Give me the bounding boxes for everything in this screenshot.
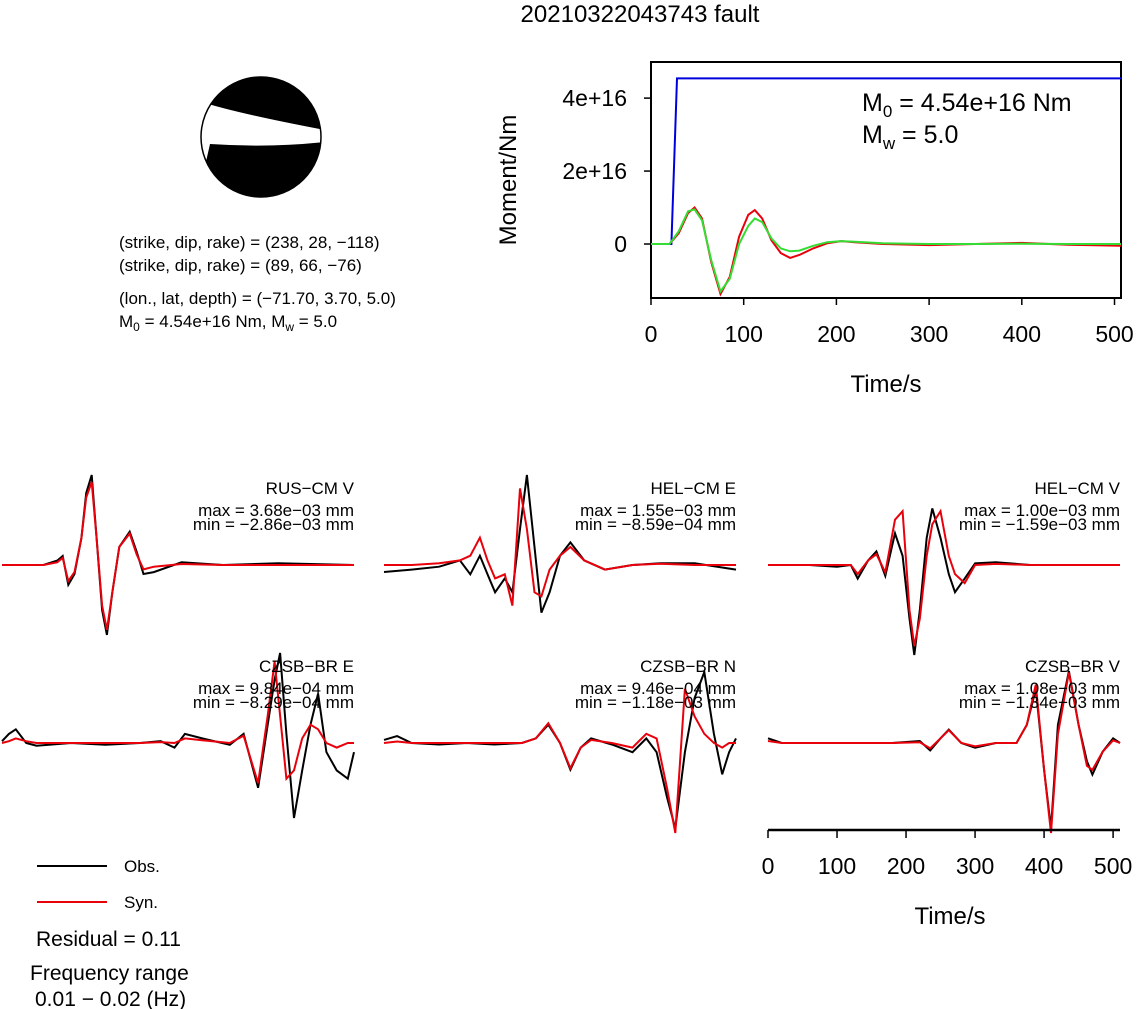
frequency-range: 0.01 − 0.02 (Hz) <box>35 988 186 1009</box>
moment-line: M0 = 4.54e+16 Nm, Mw = 5.0 <box>119 312 337 334</box>
x-axis-label: Time/s <box>914 903 985 930</box>
waveform <box>767 672 1121 834</box>
legend-label: Obs. <box>124 857 160 876</box>
annotation: Mw = 5.0 <box>862 121 958 153</box>
annotation: M0 = 4.54e+16 Nm <box>862 89 1072 121</box>
waveform <box>2 474 355 636</box>
min-label: min = −1.34e−03 mm <box>959 693 1120 712</box>
y-tick-label: 0 <box>614 231 627 257</box>
station-label: CZSB−BR E <box>259 657 354 676</box>
max-label: max = 1.00e−03 mm <box>964 501 1120 520</box>
min-label: min = −8.59e−04 mm <box>575 515 736 534</box>
station-label: HEL−CM E <box>651 479 737 498</box>
x-tick-label: 200 <box>887 853 925 879</box>
station-label: RUS−CM V <box>266 479 355 498</box>
beachball-outline <box>200 76 322 198</box>
text-part: M <box>119 312 133 331</box>
figure-title: 20210322043743 fault <box>521 1 760 28</box>
waveform <box>384 488 736 606</box>
station-label: CZSB−BR N <box>640 657 736 676</box>
plot-frame <box>650 61 1122 299</box>
text-part: = 4.54e+16 Nm <box>892 89 1071 117</box>
y-tick-label: 2e+16 <box>562 158 627 184</box>
subscript: w <box>284 320 294 334</box>
max-label: max = 3.68e−03 mm <box>198 501 354 520</box>
x-tick-label: 100 <box>818 853 856 879</box>
mechanism-line: (strike, dip, rake) = (238, 28, −118) <box>119 233 379 252</box>
x-tick-label: 500 <box>1094 853 1132 879</box>
subscript: 0 <box>133 320 140 334</box>
min-label: min = −8.29e−04 mm <box>193 693 354 712</box>
text-part: = 4.54e+16 Nm, M <box>140 312 286 331</box>
x-tick-label: 500 <box>1095 321 1133 347</box>
x-tick-label: 0 <box>762 853 775 879</box>
waveform <box>2 481 354 630</box>
station-label: HEL−CM V <box>1035 479 1121 498</box>
min-label: min = −1.18e−03 mm <box>575 693 736 712</box>
max-label: max = 1.55e−03 mm <box>580 501 736 520</box>
moment-curve <box>651 206 1122 297</box>
min-label: min = −2.86e−03 mm <box>193 515 354 534</box>
text-part: = 5.0 <box>895 121 958 149</box>
waveform <box>1 652 355 819</box>
waveform <box>383 688 736 834</box>
text-part: M <box>862 121 883 149</box>
subscript: w <box>882 134 896 153</box>
x-tick-label: 300 <box>910 321 948 347</box>
x-tick-label: 0 <box>645 321 658 347</box>
waveform <box>1 661 354 784</box>
x-tick-label: 300 <box>956 853 994 879</box>
max-label: max = 9.84e−04 mm <box>198 679 354 698</box>
residual: Residual = 0.11 <box>36 928 181 951</box>
x-tick-label: 100 <box>725 321 763 347</box>
text-part: M <box>862 89 883 117</box>
max-label: max = 1.08e−03 mm <box>964 679 1120 698</box>
station-label: CZSB−BR V <box>1025 657 1121 676</box>
x-axis-label: Time/s <box>850 371 921 398</box>
x-tick-label: 400 <box>1003 321 1041 347</box>
min-label: min = −1.59e−03 mm <box>959 515 1120 534</box>
waveform <box>768 508 1120 647</box>
legend-label: Syn. <box>124 893 158 912</box>
moment-curve <box>651 208 1121 294</box>
mechanism-line: (lon., lat, depth) = (−71.70, 3.70, 5.0) <box>119 289 396 308</box>
x-tick-label: 400 <box>1025 853 1063 879</box>
frequency-label: Frequency range <box>30 962 189 985</box>
text-part: = 5.0 <box>294 312 337 331</box>
subscript: 0 <box>883 102 892 121</box>
max-label: max = 9.46e−04 mm <box>580 679 736 698</box>
y-tick-label: 4e+16 <box>562 85 627 111</box>
x-tick-label: 200 <box>817 321 855 347</box>
mechanism-line: (strike, dip, rake) = (89, 66, −76) <box>119 256 362 275</box>
y-axis-label: Moment/Nm <box>495 115 522 246</box>
